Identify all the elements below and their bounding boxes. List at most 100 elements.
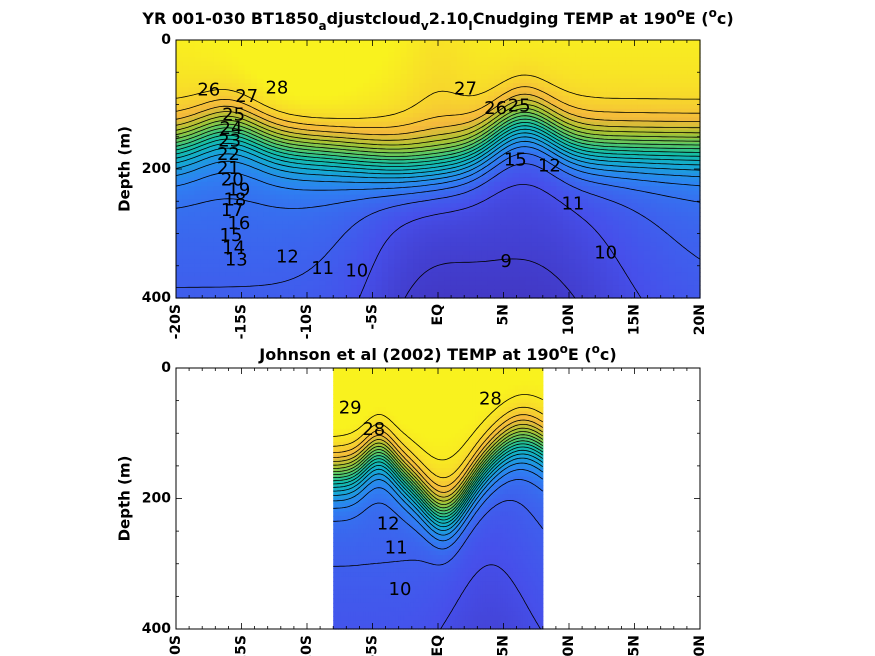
heatmap-cell: [668, 113, 676, 118]
heatmap-cell: [363, 65, 370, 71]
heatmap-cell: [369, 237, 377, 243]
heatmap-cell: [406, 259, 414, 265]
heatmap-cell: [350, 246, 358, 252]
heatmap-cell: [469, 216, 477, 222]
heatmap-cell: [288, 113, 296, 118]
heatmap-cell: [338, 147, 346, 153]
heatmap-cell: [207, 65, 215, 71]
heatmap-cell: [444, 160, 452, 166]
heatmap-cell: [575, 169, 583, 174]
heatmap-cell: [481, 126, 489, 131]
heatmap-cell: [388, 83, 395, 88]
heatmap-cell: [257, 203, 264, 209]
heatmap-cell: [344, 259, 352, 265]
heatmap-cell: [687, 267, 695, 273]
heatmap-cell: [556, 48, 564, 54]
heatmap-cell: [544, 267, 551, 273]
heatmap-cell: [350, 177, 358, 183]
heatmap-cell: [656, 61, 664, 67]
heatmap-cell: [519, 160, 526, 166]
heatmap-cell: [219, 40, 227, 45]
heatmap-cell: [687, 203, 695, 209]
heatmap-cell: [537, 78, 545, 84]
heatmap-cell: [288, 229, 296, 235]
heatmap-cell: [350, 104, 358, 110]
heatmap-cell: [512, 263, 520, 269]
heatmap-cell: [269, 186, 277, 192]
heatmap-cell: [668, 289, 676, 295]
heatmap-cell: [388, 134, 395, 140]
heatmap-cell: [650, 169, 657, 174]
heatmap-cell: [656, 70, 664, 75]
heatmap-cell: [338, 156, 346, 161]
heatmap-cell: [675, 164, 682, 170]
heatmap-cell: [294, 91, 302, 97]
heatmap-cell: [425, 156, 433, 161]
heatmap-cell: [662, 203, 670, 209]
heatmap-cell: [250, 83, 258, 88]
heatmap-cell: [475, 156, 483, 161]
heatmap-cell: [381, 65, 389, 71]
heatmap-cell: [338, 280, 346, 286]
heatmap-cell: [413, 216, 420, 222]
heatmap-cell: [656, 246, 664, 252]
heatmap-cell: [481, 57, 489, 63]
heatmap-cell: [338, 160, 346, 166]
heatmap-cell: [668, 52, 676, 58]
heatmap-cell: [325, 95, 333, 101]
heatmap-cell: [438, 216, 445, 222]
heatmap-cell: [413, 199, 420, 204]
heatmap-cell: [344, 100, 352, 106]
heatmap-cell: [388, 147, 395, 153]
heatmap-cell: [643, 186, 651, 192]
heatmap-cell: [500, 242, 508, 247]
heatmap-cell: [637, 285, 645, 290]
heatmap-cell: [225, 164, 233, 170]
heatmap-cell: [313, 224, 321, 230]
heatmap-cell: [344, 220, 352, 226]
heatmap-cell: [250, 250, 258, 256]
heatmap-cell: [325, 91, 333, 97]
heatmap-cell: [643, 48, 651, 54]
heatmap-cell: [575, 156, 583, 161]
heatmap-cell: [450, 237, 458, 243]
heatmap-cell: [469, 285, 477, 290]
heatmap-cell: [419, 117, 427, 123]
heatmap-cell: [400, 173, 408, 179]
heatmap-cell: [381, 276, 389, 282]
heatmap-cell: [232, 267, 239, 273]
heatmap-cell: [375, 117, 383, 123]
heatmap-cell: [450, 160, 458, 166]
heatmap-cell: [188, 117, 196, 123]
heatmap-cell: [282, 224, 289, 230]
heatmap-cell: [475, 276, 483, 282]
heatmap-cell: [593, 100, 601, 106]
heatmap-cell: [462, 117, 470, 123]
heatmap-cell: [612, 280, 620, 286]
heatmap-cell: [519, 237, 526, 243]
heatmap-cell: [269, 242, 277, 247]
heatmap-cell: [363, 74, 370, 80]
heatmap-cell: [250, 151, 258, 157]
heatmap-cell: [562, 263, 570, 269]
heatmap-cell: [612, 285, 620, 290]
heatmap-cell: [200, 143, 208, 149]
heatmap-cell: [225, 138, 233, 144]
heatmap-cell: [650, 95, 657, 101]
heatmap-cell: [232, 293, 239, 299]
heatmap-cell: [438, 199, 445, 204]
heatmap-cell: [656, 276, 664, 282]
heatmap-cell: [413, 224, 420, 230]
heatmap-cell: [643, 224, 651, 230]
heatmap-cell: [356, 173, 364, 179]
heatmap-cell: [319, 276, 327, 282]
heatmap-cell: [213, 57, 221, 63]
heatmap-cell: [487, 48, 495, 54]
heatmap-cell: [500, 229, 508, 235]
heatmap-cell: [275, 44, 283, 50]
heatmap-cell: [269, 220, 277, 226]
heatmap-cell: [550, 263, 558, 269]
heatmap-cell: [176, 224, 183, 230]
heatmap-cell: [475, 65, 483, 71]
heatmap-cell: [225, 57, 233, 63]
